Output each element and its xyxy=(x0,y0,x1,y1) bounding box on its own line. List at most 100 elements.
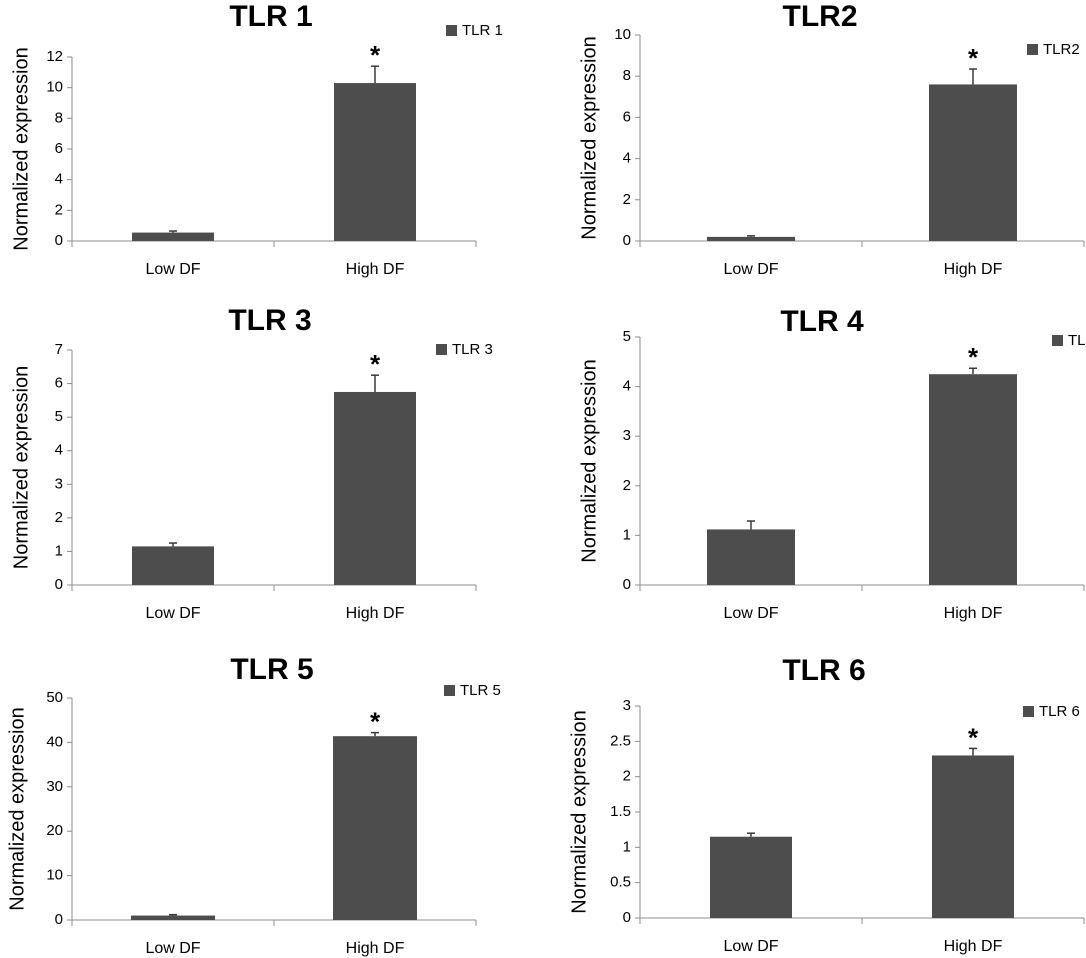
chart-title: TLR 4 xyxy=(780,305,864,338)
legend-swatch xyxy=(1023,706,1034,717)
chart-title: TLR2 xyxy=(783,0,858,33)
x-tick-label: High DF xyxy=(944,605,1003,622)
x-tick-label: High DF xyxy=(346,940,405,957)
chart-title: TLR 3 xyxy=(228,304,311,337)
y-tick-label: 10 xyxy=(46,79,63,96)
legend-swatch xyxy=(1027,44,1038,55)
x-tick-label: High DF xyxy=(346,605,405,622)
significance-marker: * xyxy=(370,707,381,737)
legend-label: TLR 6 xyxy=(1039,703,1080,720)
chart-panel: TLR 1 Normalized expression 0 2 4 6 8 10 12 Low D… xyxy=(10,0,503,278)
y-tick-label: 8 xyxy=(55,109,63,126)
y-tick-label: 8 xyxy=(623,67,631,84)
bar xyxy=(929,84,1017,241)
x-tick-label: High DF xyxy=(944,261,1003,278)
y-tick-label: 4 xyxy=(623,378,631,395)
bar xyxy=(707,529,795,585)
y-tick-label: 10 xyxy=(614,26,631,43)
legend-label: TLR 3 xyxy=(452,341,493,358)
chart-title: TLR 5 xyxy=(230,653,313,686)
y-axis-label: Normalized expression xyxy=(6,707,28,910)
x-tick-label: Low DF xyxy=(723,938,778,955)
y-tick-label: 1 xyxy=(623,526,631,543)
legend-swatch xyxy=(444,685,455,696)
y-tick-label: 0 xyxy=(623,909,631,926)
y-tick-label: 2 xyxy=(623,768,631,785)
y-axis-label: Normalized expression xyxy=(10,47,32,250)
bar xyxy=(710,836,792,918)
y-tick-label: 6 xyxy=(55,140,63,157)
chart-panel: TLR 6 Normalized expression 0 0.5 1 1.5 2 2.5 3 L… xyxy=(568,654,1085,955)
y-tick-label: 6 xyxy=(623,108,631,125)
chart-panel: TLR 5 Normalized expression 0 10 20 30 40 50 Low… xyxy=(6,653,501,957)
y-tick-label: 2 xyxy=(55,201,63,218)
y-tick-label: 40 xyxy=(46,733,63,750)
y-axis-label: Normalized expression xyxy=(10,366,32,569)
y-tick-label: 4 xyxy=(55,442,63,459)
chart-panel: TLR 4 Normalized expression 0 1 2 3 4 5 Low DF Hi… xyxy=(578,305,1086,622)
x-tick-label: Low DF xyxy=(145,940,200,957)
y-tick-label: 0 xyxy=(55,576,63,593)
bar xyxy=(334,391,416,585)
y-tick-label: 3 xyxy=(55,475,63,492)
y-tick-label: 10 xyxy=(46,867,63,884)
y-axis-label: Normalized expression xyxy=(578,359,600,562)
legend-label: TLR 5 xyxy=(460,682,501,699)
significance-marker: * xyxy=(968,43,979,73)
y-tick-label: 1 xyxy=(55,542,63,559)
legend-label: TLR2 xyxy=(1043,41,1080,58)
y-tick-label: 5 xyxy=(55,408,63,425)
significance-marker: * xyxy=(968,342,979,372)
significance-marker: * xyxy=(968,722,979,752)
y-tick-label: 5 xyxy=(623,328,631,345)
y-tick-label: 2 xyxy=(55,509,63,526)
y-tick-label: 2 xyxy=(623,191,631,208)
y-axis-label: Normalized expression xyxy=(568,710,590,913)
y-tick-label: 0 xyxy=(55,232,63,249)
y-tick-label: 20 xyxy=(46,822,63,839)
bar xyxy=(334,83,416,241)
chart-title: TLR 1 xyxy=(229,0,312,33)
bar xyxy=(929,374,1017,585)
x-tick-label: Low DF xyxy=(145,605,200,622)
y-tick-label: 0 xyxy=(55,911,63,928)
legend-swatch xyxy=(446,25,457,36)
significance-marker: * xyxy=(370,40,381,70)
y-tick-label: 12 xyxy=(46,48,63,65)
x-tick-label: High DF xyxy=(346,261,405,278)
chart-title: TLR 6 xyxy=(782,654,865,687)
x-tick-label: Low DF xyxy=(723,605,778,622)
y-tick-label: 0.5 xyxy=(610,874,631,891)
legend-label: TLR 4 xyxy=(1068,332,1086,349)
y-tick-label: 3 xyxy=(623,427,631,444)
y-tick-label: 1 xyxy=(623,838,631,855)
legend-swatch xyxy=(436,344,447,355)
bar xyxy=(132,232,214,241)
x-tick-label: Low DF xyxy=(723,261,778,278)
chart-panel: TLR2 Normalized expression 0 2 4 6 8 10 Low DF Hi… xyxy=(578,0,1085,278)
y-tick-label: 4 xyxy=(623,150,631,167)
y-axis-label: Normalized expression xyxy=(578,36,600,239)
y-tick-label: 3 xyxy=(623,697,631,714)
x-tick-label: Low DF xyxy=(145,261,200,278)
y-tick-label: 1.5 xyxy=(610,803,631,820)
legend-label: TLR 1 xyxy=(462,22,503,39)
bar xyxy=(932,755,1014,918)
y-tick-label: 6 xyxy=(55,375,63,392)
bar xyxy=(131,915,215,920)
y-tick-label: 50 xyxy=(46,689,63,706)
bar xyxy=(132,546,214,585)
y-tick-label: 0 xyxy=(623,232,631,249)
y-tick-label: 0 xyxy=(623,576,631,593)
bar xyxy=(333,736,417,920)
y-tick-label: 7 xyxy=(55,341,63,358)
x-tick-label: High DF xyxy=(944,938,1003,955)
y-tick-label: 4 xyxy=(55,171,63,188)
significance-marker: * xyxy=(370,349,381,379)
bar xyxy=(707,236,795,241)
chart-panel: TLR 3 Normalized expression 0 1 2 3 4 5 6 7 Low DF… xyxy=(10,304,493,622)
y-tick-label: 30 xyxy=(46,778,63,795)
y-tick-label: 2.5 xyxy=(610,732,631,749)
legend-swatch xyxy=(1052,335,1063,346)
